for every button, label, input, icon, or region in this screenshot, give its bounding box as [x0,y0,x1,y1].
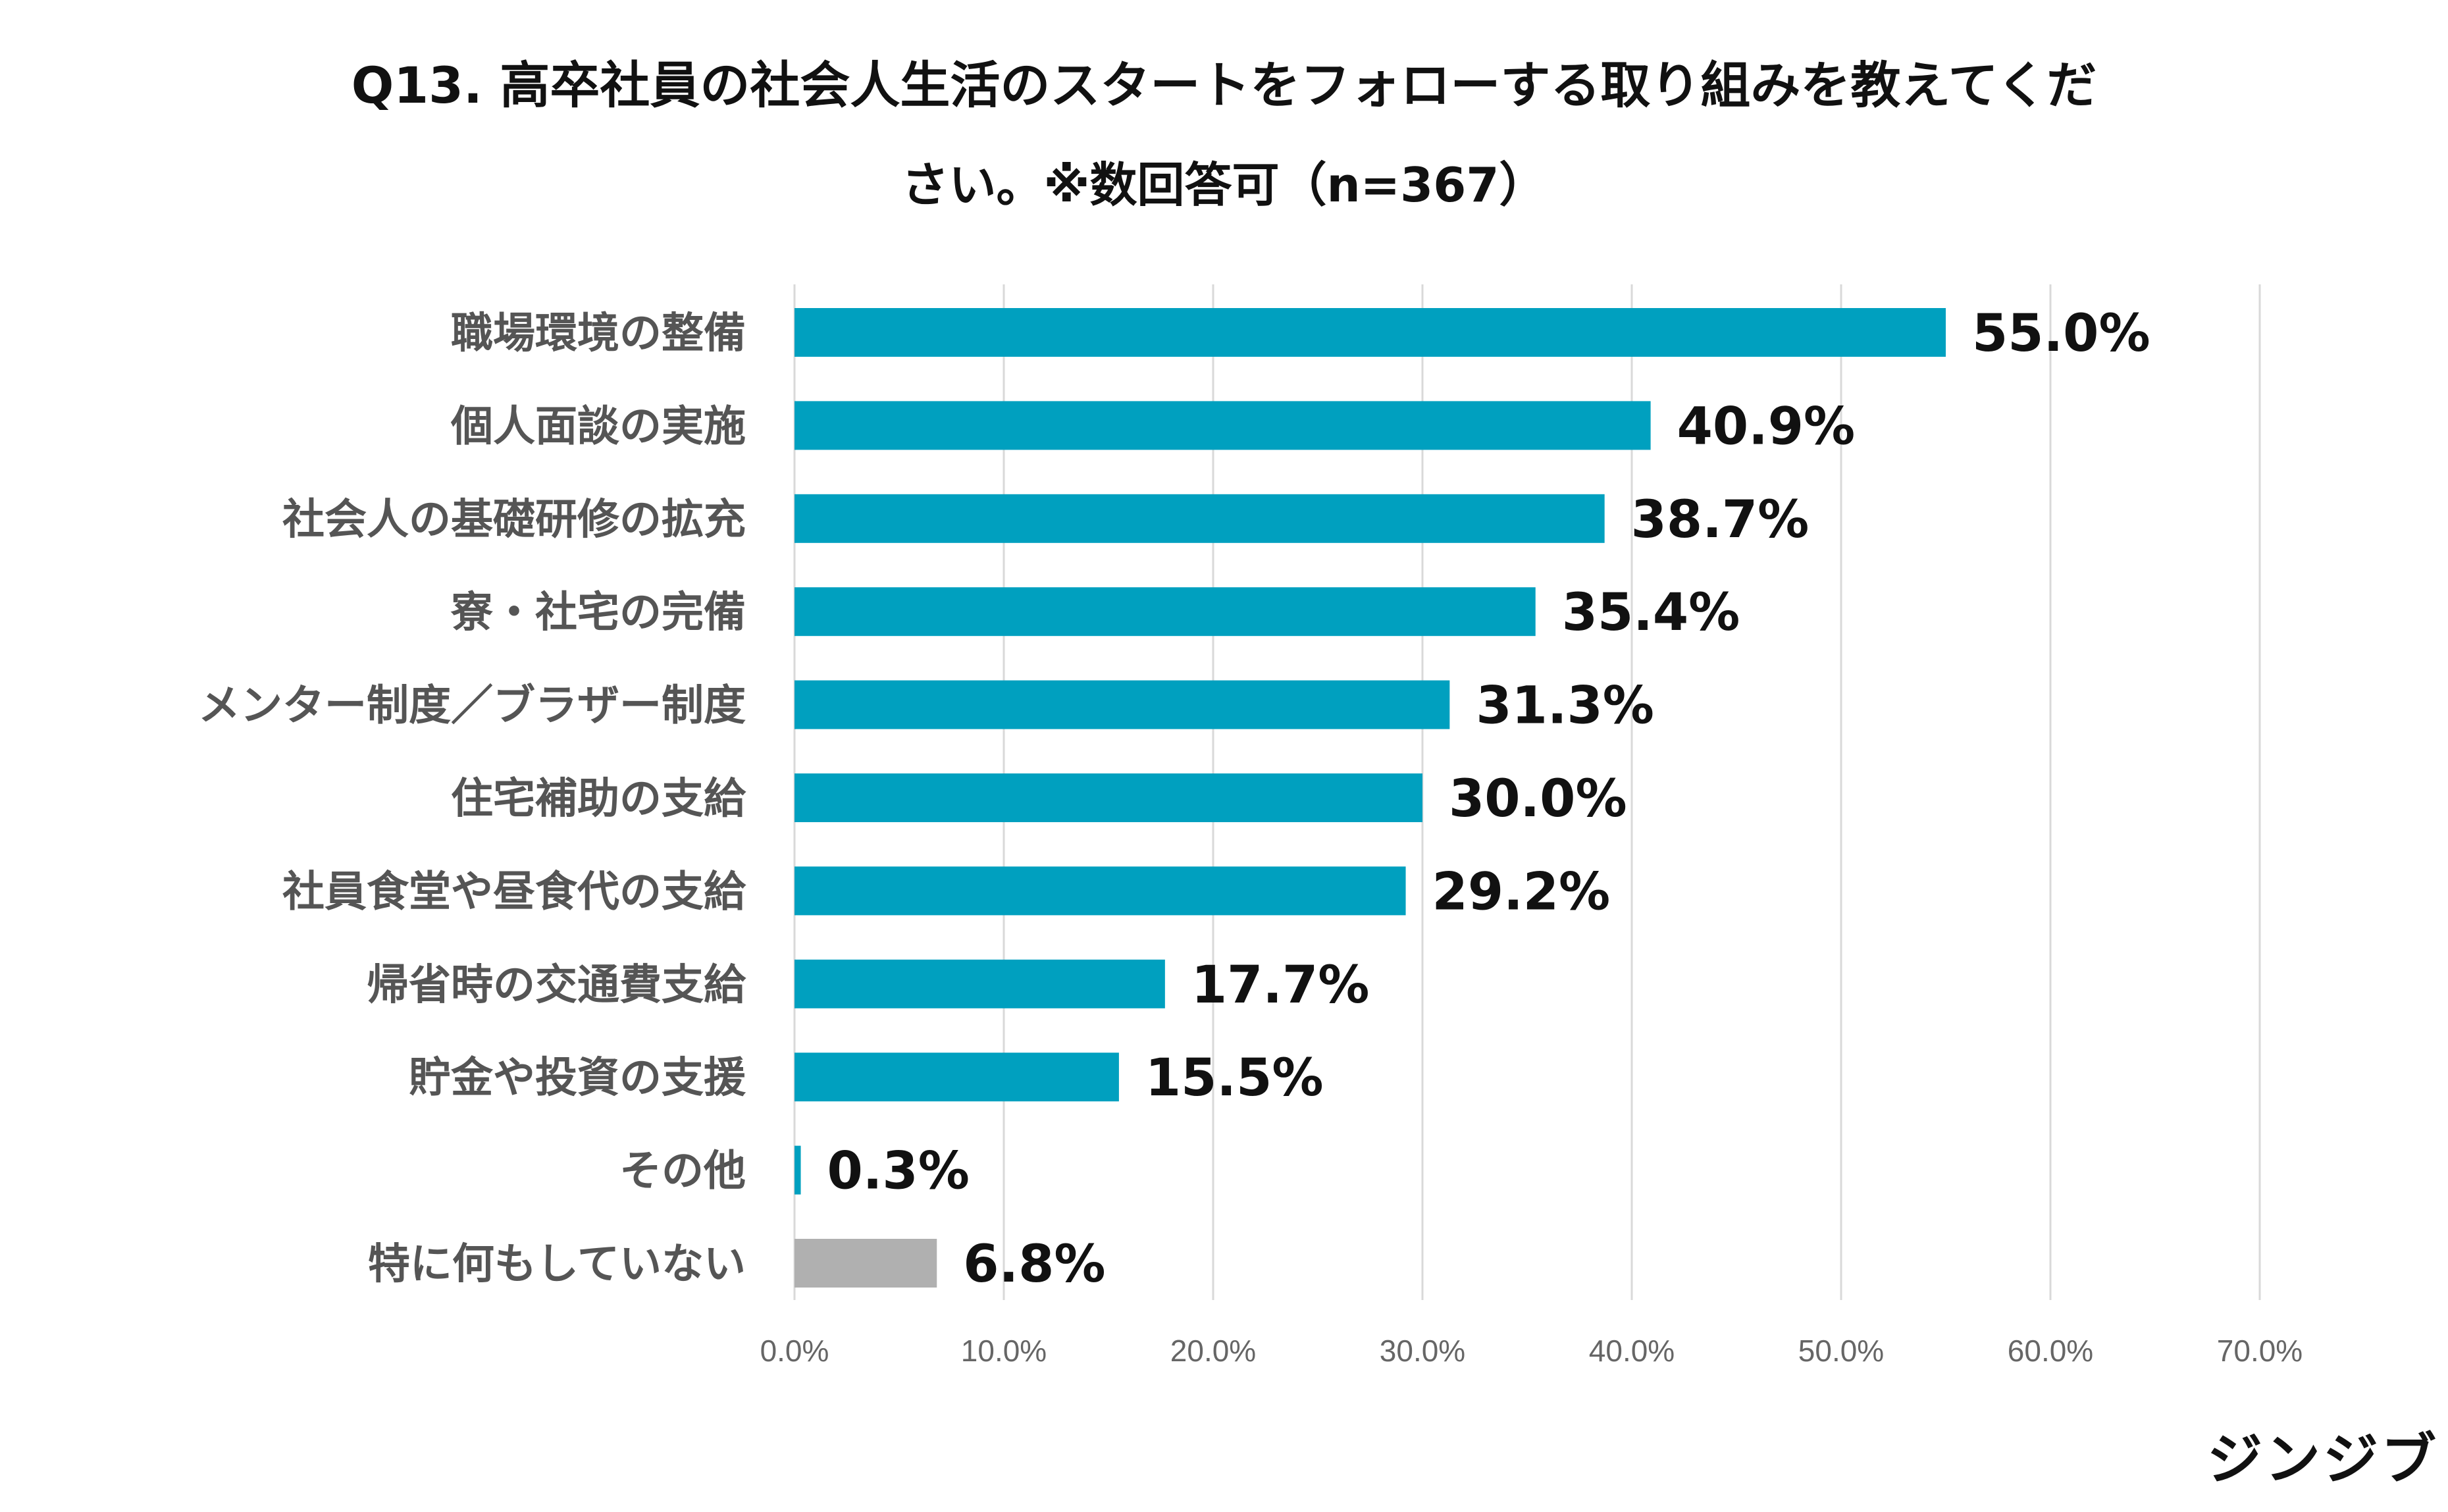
data-label: 0.3% [827,1142,970,1201]
bar [794,1239,937,1288]
bar [794,680,1450,729]
data-label: 35.4% [1562,583,1740,642]
bar [794,587,1536,637]
x-tick-label: 70.0% [2217,1334,2303,1368]
data-label: 29.2% [1432,862,1611,922]
bar [794,401,1651,450]
x-tick-label: 50.0% [1798,1334,1884,1368]
category-label: 帰省時の交通費支給 [367,961,746,1010]
category-labels: 職場環境の整備個人面談の実施社会人の基礎研修の拡充寮・社宅の完備メンター制度／ブ… [198,309,746,1289]
brand-logo: ジンジブ [2206,1427,2439,1492]
x-tick-label: 40.0% [1589,1334,1675,1368]
bar [794,1145,801,1195]
data-label: 30.0% [1449,769,1627,829]
category-label: メンター制度／ブラザー制度 [198,682,746,731]
bar [794,773,1422,822]
chart-title-line-1: Q13. 高卒社員の社会人生活のスタートをフォローする取り組みを教えてくだ [351,56,2097,115]
data-label: 6.8% [963,1235,1105,1294]
category-label: 社会人の基礎研修の拡充 [282,496,746,544]
bar [794,1053,1119,1102]
category-label: 寮・社宅の完備 [450,588,746,637]
x-tick-label: 10.0% [961,1334,1047,1368]
category-label: 住宅補助の支給 [451,775,746,823]
data-label: 31.3% [1476,677,1654,736]
value-labels: 55.0% 40.9% 38.7% 35.4% 31.3% 30.0% 29.2% 17.7%… [827,304,2150,1294]
data-label: 15.5% [1145,1049,1324,1108]
x-tick-label: 20.0% [1170,1334,1256,1368]
data-label: 38.7% [1631,490,1810,550]
bar [794,866,1406,916]
category-label: 特に何もしていない [368,1240,746,1289]
data-label: 40.9% [1677,397,1856,456]
category-label: 貯金や投資の支援 [409,1054,746,1103]
data-label: 17.7% [1191,956,1370,1015]
chart-title-line-2: さい。※数回答可（n=367） [901,157,1547,213]
x-tick-label: 0.0% [760,1334,829,1368]
bars [794,308,1946,1288]
bar [794,494,1605,543]
category-label: 個人面談の実施 [450,402,746,451]
bar [794,308,1946,357]
category-label: その他 [619,1147,746,1196]
bar [794,959,1165,1008]
x-tick-label: 60.0% [2008,1334,2093,1368]
x-axis-ticks: 0.0% 10.0% 20.0% 30.0% 40.0% 50.0% 60.0% 70.0% [760,1334,2303,1368]
data-label: 55.0% [1972,304,2150,363]
category-label: 職場環境の整備 [451,309,746,358]
x-tick-label: 30.0% [1380,1334,1465,1368]
category-label: 社員食堂や昼食代の支給 [282,868,746,916]
